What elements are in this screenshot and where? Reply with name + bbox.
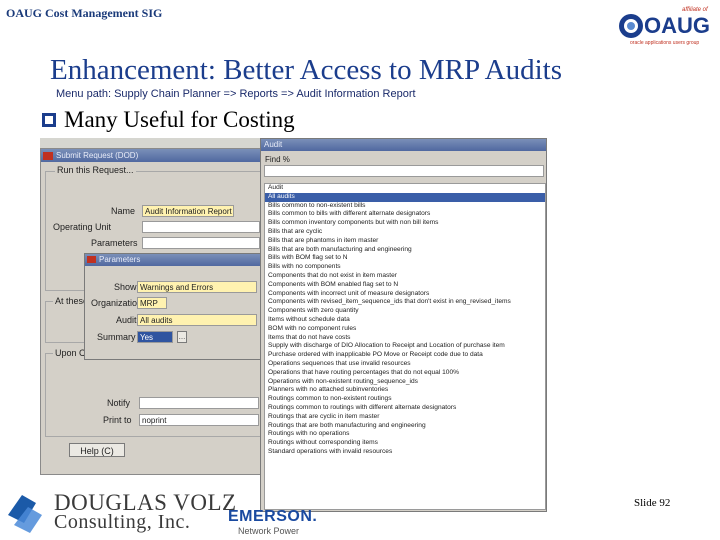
- slide-number: Slide 92: [634, 497, 671, 509]
- oracle-icon: [87, 256, 96, 264]
- run-request-label: Run this Request...: [55, 165, 136, 175]
- submit-request-title: Submit Request (DOD): [56, 151, 139, 160]
- logo-text: OAUG: [644, 13, 710, 38]
- summary-label: Summary: [97, 332, 136, 342]
- parameters-label: Parameters: [91, 238, 138, 248]
- name-field[interactable]: Audit Information Report: [142, 205, 234, 217]
- parameters-dialog: Parameters Show Warnings and Errors Orga…: [84, 253, 262, 360]
- audit-list-item[interactable]: Components that do not exist in item mas…: [268, 271, 398, 279]
- notify-field[interactable]: [139, 397, 259, 409]
- audit-list-item[interactable]: Items that do not have costs: [268, 333, 351, 341]
- audit-list-item[interactable]: Items without schedule data: [268, 315, 350, 323]
- audit-list-item[interactable]: Purchase ordered with inapplicable PO Mo…: [268, 351, 483, 359]
- audit-list-item[interactable]: Bills with BOM flag set to N: [268, 254, 348, 262]
- logo-affiliate-text: affiliate of: [682, 7, 709, 13]
- organization-label: Organization: [91, 298, 143, 308]
- logo-tagline: oracle applications users group: [630, 40, 699, 46]
- print-to-label: Print to: [103, 415, 132, 425]
- audit-list-window: Audit Find % Audit All audits Bills commo…: [260, 138, 547, 512]
- audit-label: Audit: [116, 315, 137, 325]
- audit-list-item[interactable]: Components with incorrect unit of measur…: [268, 289, 430, 297]
- help-button[interactable]: Help (C): [69, 443, 125, 457]
- audit-list-item[interactable]: Bills common to non-existent bills: [268, 201, 366, 209]
- notify-label: Notify: [107, 398, 131, 408]
- audit-list-items: All audits Bills common to non-existent b…: [265, 192, 545, 457]
- slide-title: Enhancement: Better Access to MRP Audits: [50, 54, 562, 86]
- audit-list-item[interactable]: Routings with no operations: [268, 430, 350, 438]
- print-to-field[interactable]: noprint: [139, 414, 259, 426]
- oracle-icon: [43, 151, 53, 160]
- audit-list-item[interactable]: Bills that are both manufacturing and en…: [268, 245, 412, 253]
- audit-list-item[interactable]: Routings that are cyclic in item master: [268, 412, 380, 420]
- upon-completion-label: Upon C: [53, 348, 88, 358]
- audit-list-item[interactable]: Components with zero quantity: [268, 307, 359, 315]
- company-subtitle: Consulting, Inc.: [54, 511, 191, 533]
- find-label: Find %: [265, 155, 290, 164]
- find-input[interactable]: [264, 165, 544, 177]
- audit-list-item[interactable]: Bills common to bills with different alt…: [268, 210, 431, 218]
- audit-list-item[interactable]: Planners with no attached subinventories: [268, 386, 389, 394]
- audit-list-item[interactable]: Operations that have routing percentages…: [268, 368, 459, 376]
- show-label: Show: [114, 282, 137, 292]
- bullet-text: Many Useful for Costing: [64, 107, 295, 132]
- audit-list-item[interactable]: Bills that are phantoms in item master: [268, 236, 379, 244]
- sig-header-title: OAUG Cost Management SIG: [6, 6, 163, 20]
- parameters-field[interactable]: [142, 237, 260, 249]
- audit-list-item[interactable]: Standard operations with invalid resourc…: [268, 447, 393, 455]
- oaug-logo: affiliate of OAUG oracle applications us…: [619, 7, 710, 46]
- douglas-volz-logo: [8, 495, 42, 533]
- show-field[interactable]: Warnings and Errors: [137, 281, 257, 293]
- menu-path: Menu path: Supply Chain Planner => Repor…: [56, 88, 416, 100]
- audit-list-header: Audit: [268, 184, 284, 191]
- bullet-icon: [42, 113, 56, 127]
- emerson-logo: EMERSON.: [228, 508, 318, 525]
- operating-unit-field[interactable]: [142, 221, 260, 233]
- audit-list-item[interactable]: Routings that are both manufacturing and…: [268, 421, 426, 429]
- audit-list[interactable]: Audit All audits Bills common to non-exis…: [264, 183, 546, 510]
- audit-list-item[interactable]: Supply with discharge of DIO Allocation …: [268, 342, 505, 350]
- audit-list-item[interactable]: Components with BOM enabled flag set to …: [268, 280, 399, 288]
- parameters-titlebar: Parameters: [85, 254, 261, 266]
- audit-list-item[interactable]: Operations with non-existent routing_seq…: [268, 377, 418, 385]
- summary-lov-button[interactable]: …: [177, 331, 187, 343]
- at-these-label: At these: [53, 296, 91, 306]
- organization-field[interactable]: MRP: [137, 297, 167, 309]
- name-label: Name: [111, 206, 136, 216]
- audit-list-item[interactable]: Routings common to non-existent routings: [268, 395, 392, 403]
- emerson-subtitle: Network Power: [238, 526, 300, 536]
- audit-field[interactable]: All audits: [137, 314, 257, 326]
- submit-request-titlebar: Submit Request (DOD): [41, 149, 263, 162]
- audit-list-item[interactable]: Operations sequences that use invalid re…: [268, 359, 411, 367]
- audit-list-item[interactable]: Bills that are cyclic: [268, 227, 323, 235]
- audit-list-item[interactable]: BOM with no component rules: [268, 324, 357, 332]
- audit-list-item[interactable]: Bills with no components: [268, 263, 341, 271]
- parameters-title: Parameters: [99, 255, 141, 264]
- company-name: DOUGLAS VOLZ: [54, 490, 237, 515]
- audit-list-item[interactable]: Routings without corresponding items: [268, 439, 378, 447]
- audit-list-item[interactable]: Routings common to routings with differe…: [268, 403, 457, 411]
- audit-list-item[interactable]: Bills common inventory components but wi…: [268, 219, 439, 227]
- audit-list-item[interactable]: All audits: [265, 192, 545, 202]
- audit-list-item[interactable]: Components with revised_item_sequence_id…: [268, 298, 511, 306]
- audit-list-titlebar: Audit: [261, 139, 546, 151]
- operating-unit-label: Operating Unit: [53, 222, 112, 232]
- summary-field[interactable]: Yes: [137, 331, 173, 343]
